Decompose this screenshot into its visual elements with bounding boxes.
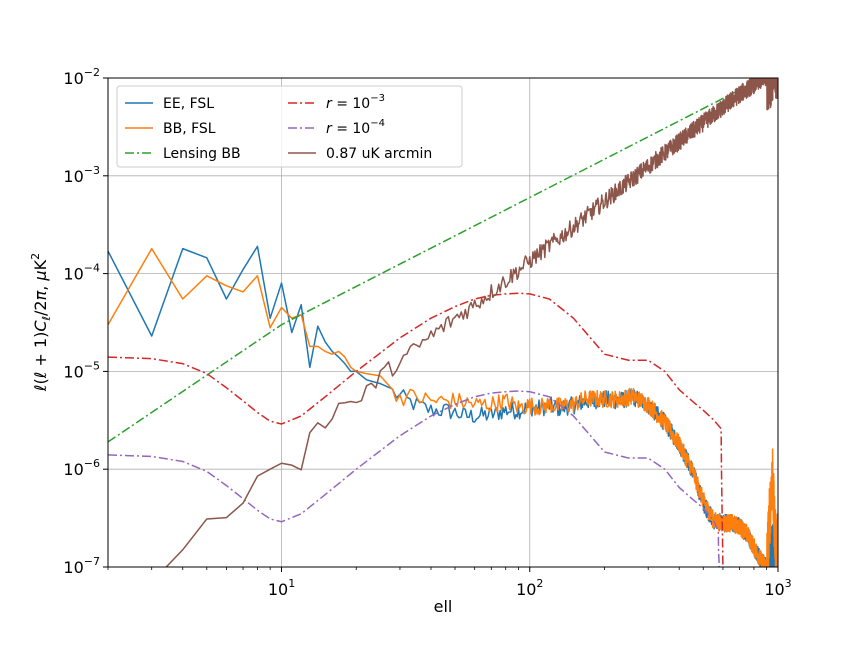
legend-label-b-1: r = 10−4 (326, 118, 385, 137)
x-tick-label: 102 (516, 577, 543, 599)
legend-label-a-0: EE, FSL (163, 96, 214, 112)
x-axis-label: ell (434, 597, 453, 616)
y-tick-label: 10−2 (63, 66, 100, 88)
legend-label-a-2: Lensing BB (163, 146, 241, 162)
axis-ticks: 101 102 103 10−7 10−6 10−5 10−4 10−3 10−2 (63, 66, 791, 599)
plot-frame (107, 77, 779, 568)
series-line-5 (165, 78, 778, 567)
y-tick-label: 10−7 (63, 555, 100, 577)
legend: EE, FSL BB, FSL Lensing BB r = 10−3 r = 10−4… (116, 85, 463, 168)
legend-label-b-0: r = 10−3 (326, 93, 385, 112)
y-tick-label: 10−4 (63, 262, 100, 284)
series-line-1 (108, 247, 778, 567)
y-tick-label: 10−6 (63, 457, 100, 479)
x-tick-label: 101 (268, 577, 295, 599)
data-series (108, 78, 778, 567)
legend-box (116, 85, 463, 168)
y-axis-label: ℓ(ℓ + 1)Cℓ/2π, μK2 (29, 253, 53, 392)
series-line-2 (108, 78, 765, 443)
x-tick-label: 103 (764, 577, 791, 599)
legend-label-a-1: BB, FSL (163, 121, 216, 137)
y-tick-label: 10−3 (63, 164, 100, 186)
legend-label-b-2: 0.87 uK arcmin (326, 146, 432, 162)
y-tick-label: 10−5 (63, 359, 100, 381)
